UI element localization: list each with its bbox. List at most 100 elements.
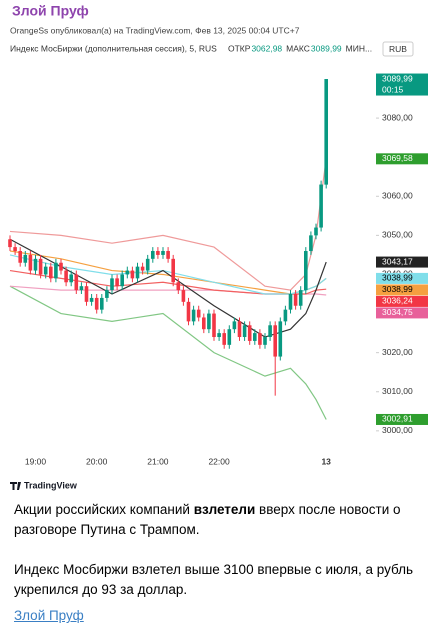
candle-body xyxy=(242,325,247,338)
candle-body xyxy=(135,266,140,279)
ohlc-label: ОТКР xyxy=(228,43,251,53)
candle-body xyxy=(145,258,150,271)
text: Акции российских компаний xyxy=(14,502,194,517)
candle-body xyxy=(217,333,221,338)
x-tick-label: 21:00 xyxy=(147,456,169,466)
symbol: Индекс МосБиржи (дополнительная сессия),… xyxy=(10,43,217,53)
currency-box xyxy=(382,41,414,57)
candle-body xyxy=(298,290,303,306)
text: Индекс Мосбиржи взлетел выше 3100 впервы… xyxy=(14,562,414,597)
candle-body xyxy=(247,325,252,341)
candle-body xyxy=(171,258,175,283)
candle-body xyxy=(222,333,226,345)
candle-body xyxy=(237,321,242,338)
indicator-line xyxy=(9,254,327,295)
candle-body xyxy=(43,266,48,275)
candle-body xyxy=(54,262,58,279)
candle-body xyxy=(74,274,79,291)
channel-name[interactable]: Злой Пруф xyxy=(12,3,89,19)
candle-body xyxy=(94,297,99,310)
channel-link[interactable]: Злой Пруф xyxy=(14,608,84,623)
x-tick-label: 20:00 xyxy=(86,456,108,466)
candle-body xyxy=(161,251,165,255)
y-tick-label: 3080,00 xyxy=(382,112,413,122)
price-tag-label: 3069,58 xyxy=(382,153,413,163)
logo-text: TradingView xyxy=(24,480,78,490)
candle-body xyxy=(166,251,170,259)
candle-body xyxy=(293,294,298,306)
candle-body xyxy=(263,337,267,345)
candle-body xyxy=(156,251,160,255)
candle-body xyxy=(278,321,283,357)
y-tick-label: 3060,00 xyxy=(382,191,413,201)
price-tag xyxy=(376,284,428,296)
candle-body xyxy=(258,333,262,345)
bold-text: взлетели xyxy=(193,502,256,517)
ohlc-label: МИН... xyxy=(346,43,372,53)
candle-body xyxy=(89,297,94,302)
candle-body xyxy=(232,321,237,330)
candle-body xyxy=(304,251,308,291)
y-tick-label: 3000,00 xyxy=(382,425,413,435)
price-tag xyxy=(376,307,428,319)
price-tag-label: 3038,99 xyxy=(382,273,413,283)
price-tag-sublabel: 00:15 xyxy=(382,84,404,94)
candle-body xyxy=(288,294,293,310)
ohlc-value: 3089,99 xyxy=(311,43,342,53)
candle-body xyxy=(59,262,63,271)
candle-body xyxy=(283,309,288,322)
candle-body xyxy=(38,258,43,275)
ohlc-value: 3062,98 xyxy=(251,43,282,53)
candle-body xyxy=(140,266,145,271)
price-tag-label: 3034,75 xyxy=(382,307,413,317)
message: Акции российских компаний взлетели вверх… xyxy=(14,500,424,600)
candle-body xyxy=(18,251,22,263)
price-tag-label: 3043,17 xyxy=(382,256,413,266)
candle-body xyxy=(79,286,84,291)
paragraph: Акции российских компаний взлетели вверх… xyxy=(14,500,424,540)
currency: RUB xyxy=(389,44,407,54)
candle-body xyxy=(110,278,114,291)
candle-body xyxy=(186,301,191,322)
candle-body xyxy=(319,184,323,228)
y-tick-label: 3010,00 xyxy=(382,386,413,396)
price-tag xyxy=(376,413,428,425)
price-tag-label: 3038,99 xyxy=(382,284,413,294)
price-tag xyxy=(376,153,428,165)
candle-body xyxy=(33,258,38,271)
candle-body xyxy=(202,317,206,330)
text: вверх после новости о разговоре Путина с… xyxy=(14,502,401,537)
candle-body xyxy=(227,329,232,345)
candle-body xyxy=(84,286,89,302)
y-tick-label: 3020,00 xyxy=(382,347,413,357)
price-tag xyxy=(376,73,428,96)
paragraph: Индекс Мосбиржи взлетел выше 3100 впервы… xyxy=(14,560,424,600)
candle-body xyxy=(324,79,328,185)
ohlc: ОТКР 3062,98 МАКС 3089,99 МИН... xyxy=(228,43,372,53)
candle-body xyxy=(176,282,181,291)
x-tick-label: 19:00 xyxy=(25,456,47,466)
candle-body xyxy=(253,333,257,341)
price-tag xyxy=(376,272,428,284)
price-tag-label: 3036,24 xyxy=(382,296,413,306)
price-tag-label: 3089,99 xyxy=(382,73,413,83)
candle-body xyxy=(309,235,313,252)
candle-body xyxy=(130,270,135,279)
candle-body xyxy=(8,239,12,248)
candle-body xyxy=(268,325,272,338)
candle-body xyxy=(23,254,28,263)
candle-body xyxy=(28,254,33,271)
tv-logo xyxy=(10,482,21,490)
price-tag xyxy=(376,256,428,268)
candle-body xyxy=(64,270,68,283)
ohlc-label: МАКС xyxy=(286,43,310,53)
candle-body xyxy=(105,290,109,298)
candle-body xyxy=(69,274,73,283)
candle-body xyxy=(151,251,155,259)
y-tick-label: 3050,00 xyxy=(382,230,413,240)
candle-body xyxy=(49,266,53,279)
candle-body xyxy=(273,325,277,357)
candle-body xyxy=(181,290,186,302)
candle-body xyxy=(191,309,196,322)
